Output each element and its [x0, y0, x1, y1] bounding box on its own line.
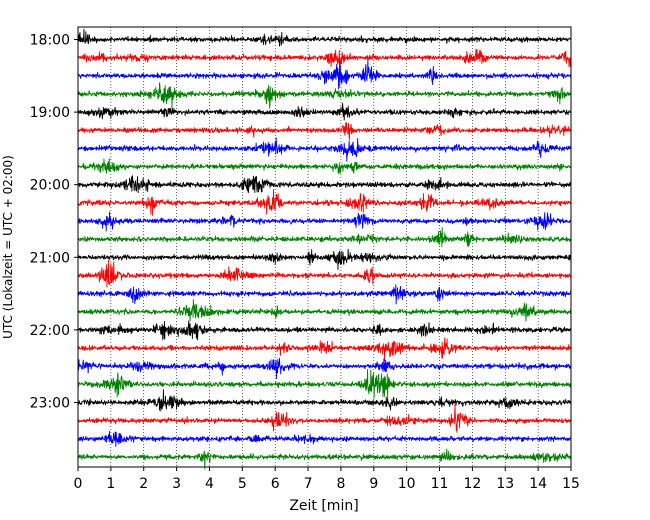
x-tick-label: 2	[139, 476, 148, 492]
x-tick-label: 13	[496, 476, 514, 492]
trace-line	[77, 299, 572, 322]
trace-line	[77, 430, 572, 447]
x-axis-label: Zeit [min]	[289, 498, 358, 514]
seismic-traces	[77, 28, 572, 470]
trace-line	[77, 448, 572, 470]
trace-line	[77, 337, 572, 362]
trace-line	[77, 284, 572, 305]
trace-line	[77, 137, 572, 162]
y-tick-label: 22:00	[30, 323, 70, 339]
x-tick-label: 6	[271, 476, 280, 492]
x-tick-label: 7	[304, 476, 313, 492]
x-tick-label: 4	[205, 476, 214, 492]
plot-background	[78, 27, 571, 467]
y-tick-label: 18:00	[30, 33, 70, 49]
x-tick-label: 5	[238, 476, 247, 492]
x-tick-label: 0	[74, 476, 83, 492]
trace-line	[77, 48, 572, 69]
trace-line	[77, 404, 572, 433]
y-tick-label: 21:00	[30, 250, 70, 266]
x-tick-label: 14	[529, 476, 547, 492]
x-tick-label: 3	[172, 476, 181, 492]
x-tick-label: 9	[369, 476, 378, 492]
trace-line	[77, 248, 572, 271]
plot-frame	[77, 26, 572, 468]
y-axis-ticks: 18:00 19:00 20:00 21:00 22:00 23:00	[30, 33, 78, 412]
trace-line	[77, 158, 572, 175]
x-tick-label: 8	[336, 476, 345, 492]
trace-line	[77, 227, 572, 248]
trace-line	[77, 357, 572, 380]
trace-line	[77, 82, 572, 109]
x-tick-label: 10	[398, 476, 416, 492]
x-tick-label: 15	[562, 476, 580, 492]
trace-line	[77, 28, 572, 47]
trace-line	[77, 368, 572, 401]
x-tick-label: 1	[106, 476, 115, 492]
x-tick-label: 11	[431, 476, 449, 492]
y-tick-label: 23:00	[30, 396, 70, 412]
y-axis-label: UTC (Lokalzeit = UTC + 02:00)	[1, 155, 15, 339]
trace-line	[77, 320, 572, 341]
trace-line	[77, 259, 572, 288]
y-tick-label: 19:00	[30, 105, 70, 121]
trace-line	[77, 189, 572, 216]
trace-line	[77, 211, 572, 232]
trace-line	[77, 175, 572, 194]
x-axis-ticks: 0 1 2 3 4 5 6 7 8 9 10 11 12 13 14 15	[74, 467, 580, 492]
y-tick-label: 20:00	[30, 178, 70, 194]
trace-line	[77, 121, 572, 140]
trace-line	[77, 58, 572, 90]
trace-line	[77, 389, 572, 412]
x-tick-label: 12	[463, 476, 481, 492]
trace-line	[77, 102, 572, 121]
